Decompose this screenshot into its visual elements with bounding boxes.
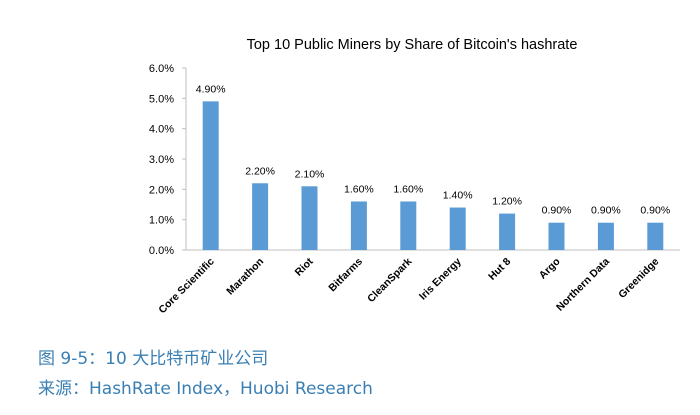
y-tick-label: 4.0% bbox=[149, 124, 174, 136]
x-tick-label: Bitfarms bbox=[326, 256, 365, 295]
x-tick-label: Iris Energy bbox=[417, 256, 464, 303]
bar bbox=[301, 186, 318, 250]
y-tick-label: 0.0% bbox=[149, 245, 174, 257]
value-label: 0.90% bbox=[640, 205, 670, 217]
bar-chart: Top 10 Public Miners by Share of Bitcoin… bbox=[149, 37, 680, 316]
x-tick-label: Hut 8 bbox=[486, 256, 513, 283]
y-tick-label: 3.0% bbox=[149, 154, 174, 166]
value-label: 1.60% bbox=[344, 183, 374, 195]
x-tick-label: Northern Data bbox=[554, 256, 612, 314]
value-label: 0.90% bbox=[591, 205, 621, 217]
bar bbox=[202, 101, 219, 250]
bar bbox=[252, 183, 269, 250]
x-tick-label: Argo bbox=[537, 256, 563, 282]
bar bbox=[647, 222, 664, 250]
value-labels: 4.90% 2.20% 2.10% 1.60% 1.60% 1.40% 1.20% 0.90%… bbox=[196, 83, 670, 216]
bar bbox=[548, 222, 565, 250]
x-tick-label: CleanSpark bbox=[365, 256, 414, 305]
y-axis: 0.0% 1.0% 2.0% 3.0% 4.0% 5.0% 6.0% bbox=[149, 63, 680, 257]
bar bbox=[400, 201, 417, 250]
y-tick-label: 1.0% bbox=[149, 215, 174, 227]
figure-caption: 图 9-5：10 大比特币矿业公司 bbox=[38, 349, 269, 369]
value-label: 2.20% bbox=[245, 165, 275, 177]
x-tick-label: Riot bbox=[293, 255, 316, 278]
value-label: 1.20% bbox=[492, 196, 522, 208]
bar bbox=[350, 201, 367, 250]
value-label: 1.60% bbox=[393, 183, 423, 195]
bar bbox=[597, 222, 614, 250]
value-label: 4.90% bbox=[196, 83, 226, 95]
x-tick-label: Greenidge bbox=[616, 256, 661, 301]
bar bbox=[449, 207, 466, 250]
value-label: 0.90% bbox=[542, 205, 572, 217]
value-label: 1.40% bbox=[443, 190, 473, 202]
source-caption: 来源：HashRate Index，Huobi Research bbox=[38, 379, 373, 399]
x-tick-label: Marathon bbox=[224, 256, 266, 298]
value-label: 2.10% bbox=[295, 168, 325, 180]
y-tick-label: 5.0% bbox=[149, 93, 174, 105]
bar bbox=[499, 213, 516, 250]
x-tick-labels: Core Scientific Marathon Riot Bitfarms Clean… bbox=[156, 255, 661, 316]
chart-title: Top 10 Public Miners by Share of Bitcoin… bbox=[247, 37, 578, 53]
x-tick-label: Core Scientific bbox=[156, 256, 217, 317]
y-tick-label: 2.0% bbox=[149, 184, 174, 196]
bars bbox=[202, 101, 664, 250]
y-tick-label: 6.0% bbox=[149, 63, 174, 75]
